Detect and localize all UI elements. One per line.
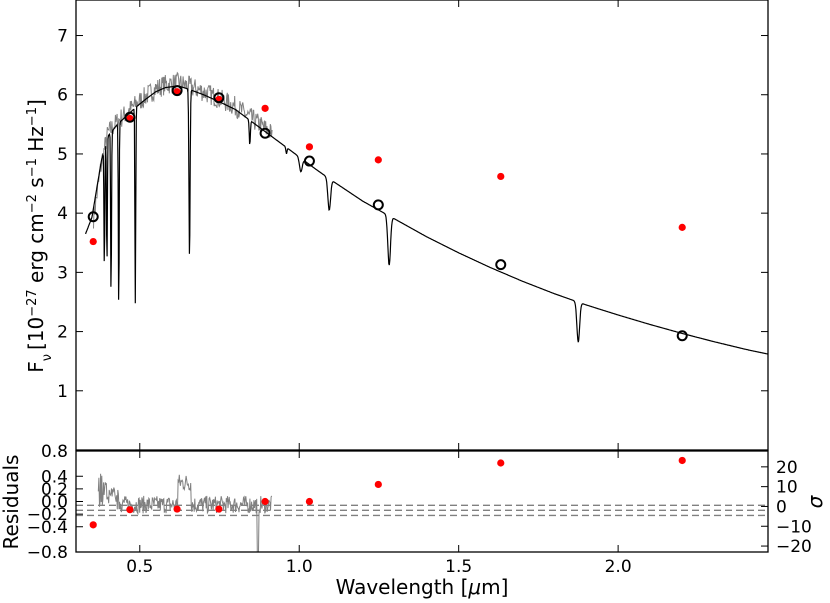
- model-photometry-point: [213, 92, 225, 104]
- right-y-tick-label: −20: [776, 537, 812, 557]
- observed-photometry-point: [305, 143, 314, 151]
- x-tick-label: 1.0: [286, 557, 313, 577]
- residual-point: [374, 480, 382, 489]
- bottom-y-tick-label: −0.2: [27, 505, 68, 525]
- observed-photometry-point: [497, 172, 505, 181]
- model-photometry-points: [87, 85, 688, 342]
- top-y-tick-label: 1: [57, 382, 68, 402]
- x-axis-label: Wavelength [μm]: [336, 575, 509, 599]
- right-y-tick-label: −10: [776, 517, 812, 537]
- observed-photometry-point: [173, 88, 181, 96]
- model-photometry-point: [259, 127, 271, 139]
- residual-point: [173, 505, 181, 513]
- top-y-tick-label: 2: [57, 323, 68, 343]
- top-y-tick-label: 6: [57, 86, 68, 106]
- bottom-y-axis-label: Residuals: [0, 455, 23, 550]
- bottom-plot-frame: [75, 450, 769, 553]
- top-axis-ticks: 1 2 3 4 5 6 7: [57, 0, 768, 450]
- right-y-tick-label: 0: [776, 497, 787, 517]
- residual-point: [215, 505, 223, 513]
- model-photometry-point: [372, 199, 384, 211]
- observed-photometry-point: [126, 114, 134, 123]
- right-y-tick-label: 20: [776, 458, 798, 478]
- residual-points: [89, 456, 686, 529]
- model-photometry-point: [495, 259, 507, 271]
- residual-point: [678, 456, 686, 465]
- bottom-y-tick-label: 0.8: [41, 442, 68, 462]
- observed-photometry-point: [678, 223, 686, 231]
- top-plot-frame: [75, 0, 769, 451]
- residual-point: [89, 521, 97, 529]
- bottom-y-tick-label: 0.2: [41, 480, 68, 500]
- model-photometry-point: [124, 111, 136, 123]
- residual-point: [305, 497, 314, 506]
- bottom-y-tick-label: −0.4: [27, 518, 68, 538]
- bottom-y-tick-label: −0.8: [27, 543, 68, 563]
- top-y-tick-label: 5: [57, 145, 68, 165]
- bottom-y-tick-label: 0.4: [41, 467, 68, 487]
- model-sed-curve: [85, 85, 768, 355]
- observed-photometry-points: [89, 88, 686, 246]
- residual-point: [126, 506, 134, 514]
- sed-panel: 1 2 3 4 5 6 7: [57, 0, 769, 451]
- x-tick-label: 0.5: [126, 557, 153, 577]
- residual-spectrum: [97, 473, 273, 553]
- right-y-tick-label: 10: [776, 478, 798, 498]
- right-y-axis-label: σ: [803, 494, 827, 508]
- model-photometry-point: [171, 85, 183, 97]
- model-photometry-point: [87, 211, 99, 223]
- observed-spectrum-line: [93, 71, 273, 229]
- top-y-tick-label: 4: [57, 204, 68, 224]
- x-tick-label: 2.0: [605, 557, 632, 577]
- residual-point: [497, 459, 505, 467]
- top-y-axis-label: Fν[10−27 erg cm−2 s−1 Hz−1]: [24, 99, 55, 373]
- observed-photometry-point: [89, 237, 97, 246]
- top-y-tick-label: 3: [57, 263, 68, 283]
- x-tick-label: 1.5: [445, 557, 472, 577]
- observed-photometry-point: [374, 156, 382, 164]
- top-y-tick-label: 7: [57, 27, 68, 47]
- bottom-y-tick-label: 0.0: [41, 493, 68, 513]
- model-photometry-point: [303, 155, 315, 167]
- observed-spectrum: [93, 71, 273, 229]
- residual-spectrum-line: [97, 473, 273, 553]
- model-photometry-point: [676, 330, 688, 342]
- model-sed-line: [85, 85, 768, 355]
- residual-point: [261, 497, 269, 506]
- observed-photometry-point: [261, 104, 269, 112]
